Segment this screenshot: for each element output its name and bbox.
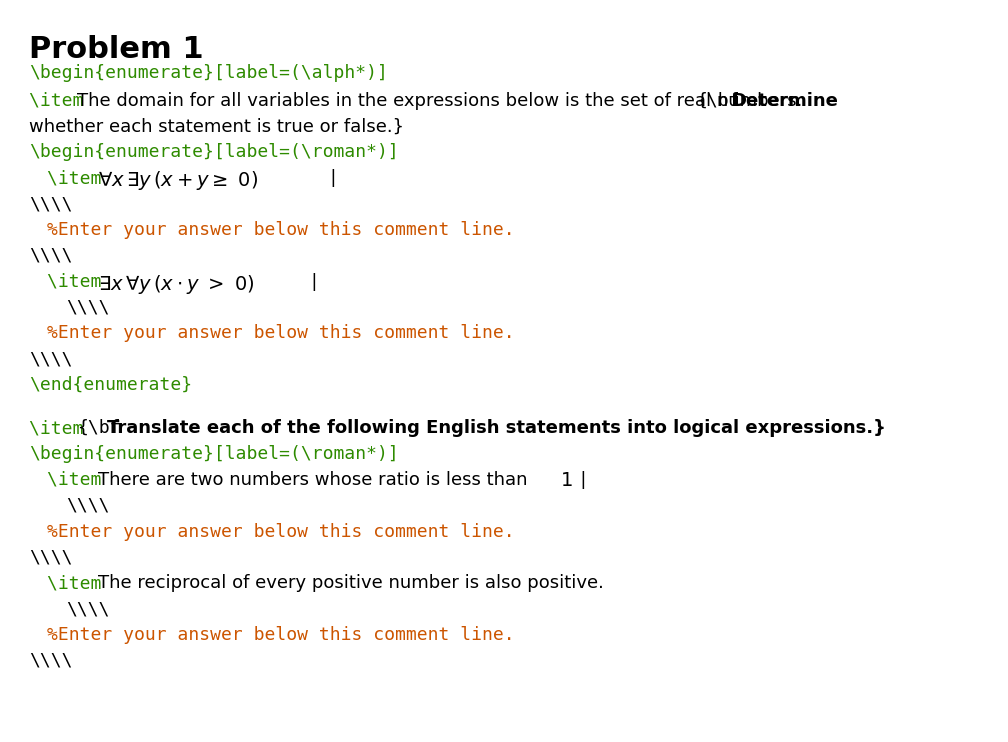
Text: \begin{enumerate}[label=(\alph*)]: \begin{enumerate}[label=(\alph*)] bbox=[29, 65, 388, 82]
Text: \\\\: \\\\ bbox=[29, 195, 73, 213]
Text: $\forall x\, \exists y\, (x + y \geq\ 0)$: $\forall x\, \exists y\, (x + y \geq\ 0)… bbox=[98, 169, 258, 192]
Text: %Enter your answer below this comment line.: %Enter your answer below this comment li… bbox=[47, 221, 515, 239]
Text: There are two numbers whose ratio is less than: There are two numbers whose ratio is les… bbox=[98, 470, 533, 489]
Text: %Enter your answer below this comment line.: %Enter your answer below this comment li… bbox=[47, 522, 515, 540]
Text: \\\\: \\\\ bbox=[66, 600, 109, 618]
Text: The domain for all variables in the expressions below is the set of real numbers: The domain for all variables in the expr… bbox=[77, 91, 807, 110]
Text: \item: \item bbox=[47, 272, 113, 291]
Text: \\\\: \\\\ bbox=[29, 350, 73, 368]
Text: Determine: Determine bbox=[731, 91, 838, 110]
Text: |: | bbox=[328, 169, 338, 187]
Text: Translate each of the following English statements into logical expressions.}: Translate each of the following English … bbox=[107, 419, 886, 437]
Text: {\bf: {\bf bbox=[697, 91, 740, 110]
Text: \\\\: \\\\ bbox=[66, 496, 109, 515]
Text: |: | bbox=[578, 470, 589, 489]
Text: {\bf: {\bf bbox=[77, 419, 120, 437]
Text: \item: \item bbox=[47, 574, 113, 592]
Text: \begin{enumerate}[label=(\roman*)]: \begin{enumerate}[label=(\roman*)] bbox=[29, 143, 399, 161]
Text: \item: \item bbox=[29, 91, 94, 110]
Text: %Enter your answer below this comment line.: %Enter your answer below this comment li… bbox=[47, 626, 515, 644]
Text: The reciprocal of every positive number is also positive.: The reciprocal of every positive number … bbox=[98, 574, 604, 592]
Text: \item: \item bbox=[29, 419, 94, 437]
Text: Problem 1: Problem 1 bbox=[29, 35, 204, 64]
Text: \item: \item bbox=[47, 169, 113, 187]
Text: $\exists x\, \forall y\, (x \cdot y\ >\ 0)$: $\exists x\, \forall y\, (x \cdot y\ >\ … bbox=[98, 272, 254, 295]
Text: \begin{enumerate}[label=(\roman*)]: \begin{enumerate}[label=(\roman*)] bbox=[29, 445, 399, 463]
Text: %Enter your answer below this comment line.: %Enter your answer below this comment li… bbox=[47, 324, 515, 342]
Text: |: | bbox=[308, 272, 320, 291]
Text: whether each statement is true or false.}: whether each statement is true or false.… bbox=[29, 117, 404, 136]
Text: \\\\: \\\\ bbox=[29, 652, 73, 670]
Text: \end{enumerate}: \end{enumerate} bbox=[29, 376, 193, 394]
Text: \\\\: \\\\ bbox=[66, 298, 109, 317]
Text: \\\\: \\\\ bbox=[29, 247, 73, 265]
Text: \\\\: \\\\ bbox=[29, 548, 73, 566]
Text: \item: \item bbox=[47, 470, 113, 489]
Text: $1$: $1$ bbox=[560, 470, 573, 490]
